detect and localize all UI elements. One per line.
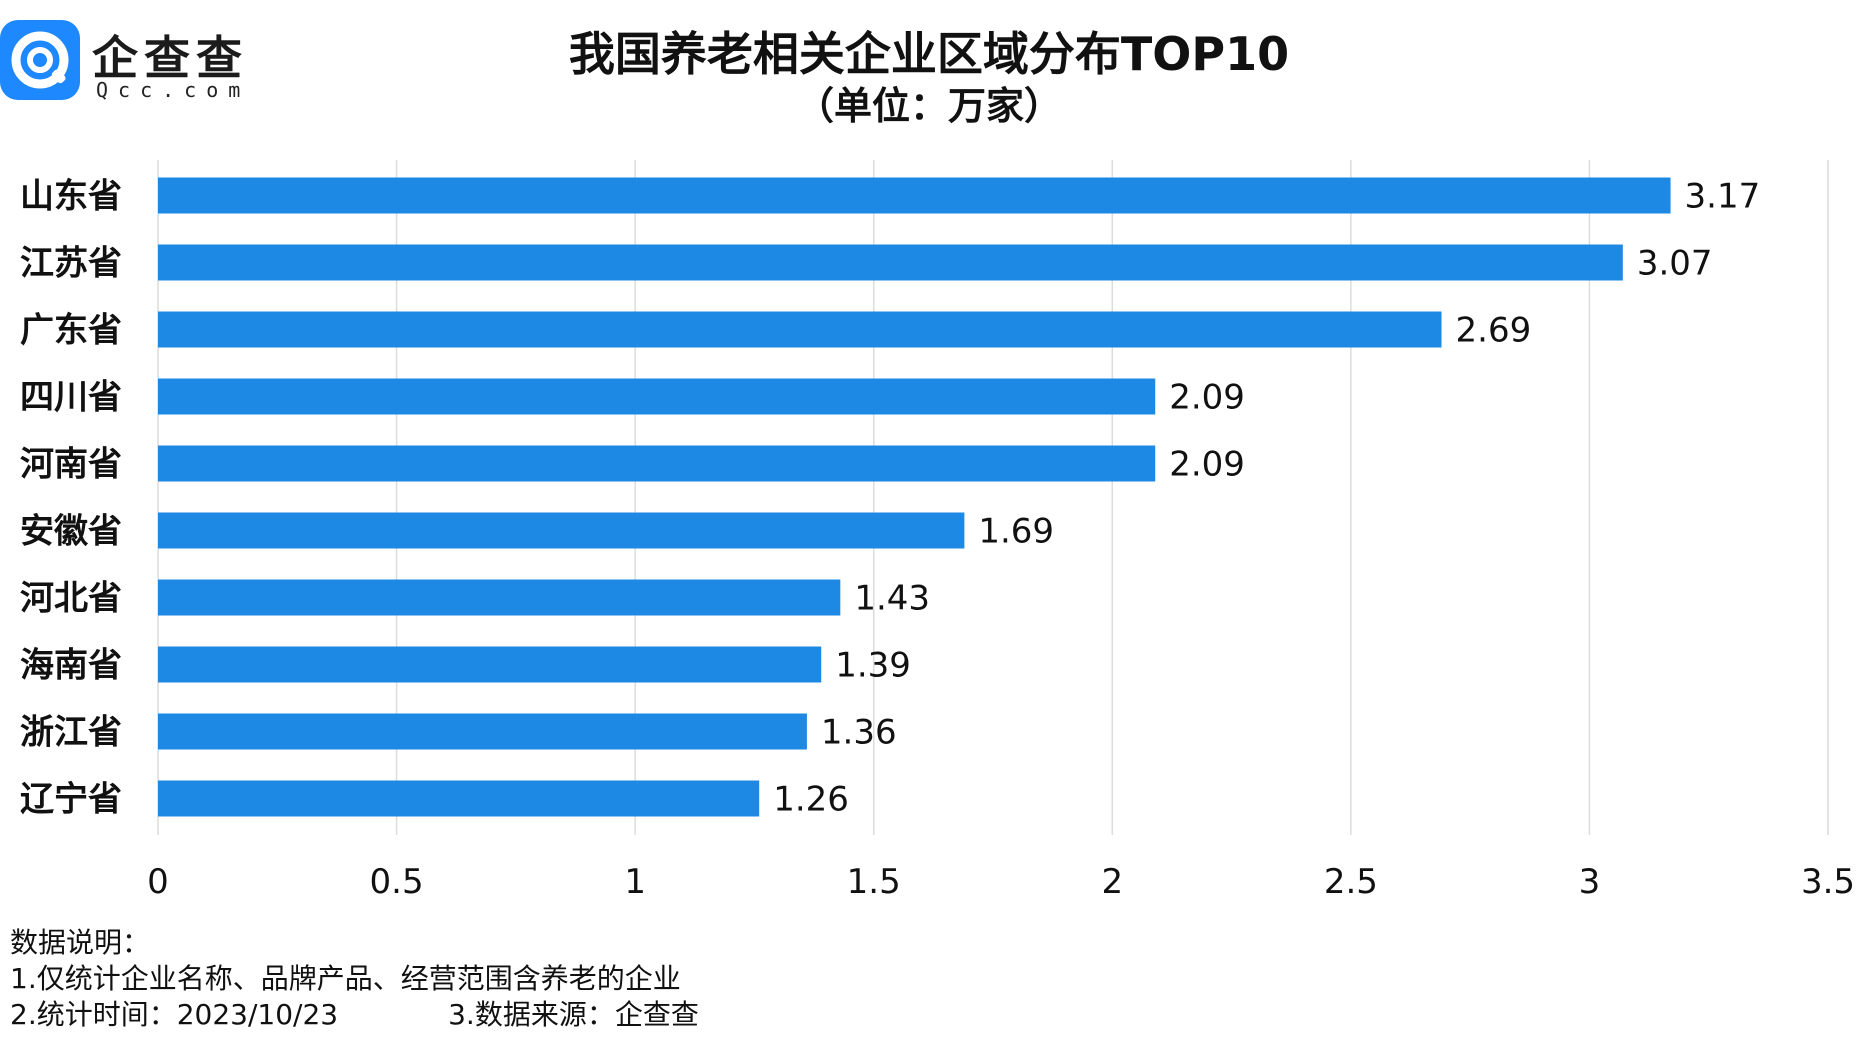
x-tick-label: 3	[1579, 862, 1601, 902]
data-notes: 数据说明： 1.仅统计企业名称、品牌产品、经营范围含养老的企业 2.统计时间：2…	[10, 925, 699, 1033]
x-tick-labels: 0 0.5 1 1.5 2 2.5 3 3.5	[147, 862, 1855, 902]
value-label: 3.17	[1685, 177, 1761, 217]
value-label: 3.07	[1637, 244, 1713, 284]
x-tick-label: 0	[147, 862, 169, 902]
value-label: 1.39	[835, 646, 911, 686]
brand-domain: Qcc.com	[96, 78, 251, 102]
category-label: 河北省	[20, 579, 122, 619]
chart-subtitle: （单位：万家）	[795, 84, 1062, 128]
category-label: 四川省	[20, 378, 122, 418]
x-tick-label: 2.5	[1324, 862, 1378, 902]
value-label: 1.69	[978, 512, 1054, 552]
category-label: 辽宁省	[20, 780, 122, 820]
category-label: 海南省	[20, 646, 122, 686]
bar	[158, 579, 841, 616]
category-label: 山东省	[20, 177, 122, 217]
bar	[158, 177, 1671, 214]
value-labels: 3.17 3.07 2.69 2.09 2.09 1.69 1.43 1.39 1.36 1.26	[773, 177, 1760, 820]
category-label: 河南省	[20, 445, 122, 485]
value-label: 1.36	[821, 713, 897, 753]
x-tick-label: 0.5	[370, 862, 424, 902]
notes-line-1: 1.仅统计企业名称、品牌产品、经营范围含养老的企业	[10, 962, 681, 995]
category-label: 广东省	[20, 311, 122, 351]
bar	[158, 646, 822, 683]
bar	[158, 311, 1442, 348]
brand-logo: 企查查 Qcc.com	[0, 20, 270, 102]
x-tick-label: 1	[624, 862, 646, 902]
value-label: 2.09	[1169, 378, 1245, 418]
value-label: 2.09	[1169, 445, 1245, 485]
x-tick-label: 3.5	[1801, 862, 1855, 902]
category-label: 安徽省	[20, 512, 122, 552]
x-tick-label: 1.5	[847, 862, 901, 902]
bar	[158, 780, 760, 817]
x-tick-label: 2	[1101, 862, 1123, 902]
brand-name: 企查查	[92, 31, 248, 85]
bars	[158, 177, 1671, 817]
bar	[158, 713, 807, 750]
value-label: 1.26	[773, 780, 849, 820]
notes-line-3: 3.数据来源：企查查	[448, 998, 699, 1031]
bar	[158, 512, 965, 549]
bar	[158, 244, 1623, 281]
chart-title: 我国养老相关企业区域分布TOP10	[568, 27, 1290, 81]
value-label: 2.69	[1456, 311, 1532, 351]
bar	[158, 445, 1156, 482]
category-label: 浙江省	[20, 713, 122, 753]
bar	[158, 378, 1156, 415]
value-label: 1.43	[854, 579, 930, 619]
notes-line-2: 2.统计时间：2023/10/23	[10, 998, 339, 1031]
qcc-logo-icon	[0, 20, 80, 100]
notes-heading: 数据说明：	[10, 926, 151, 959]
category-label: 江苏省	[20, 244, 122, 284]
